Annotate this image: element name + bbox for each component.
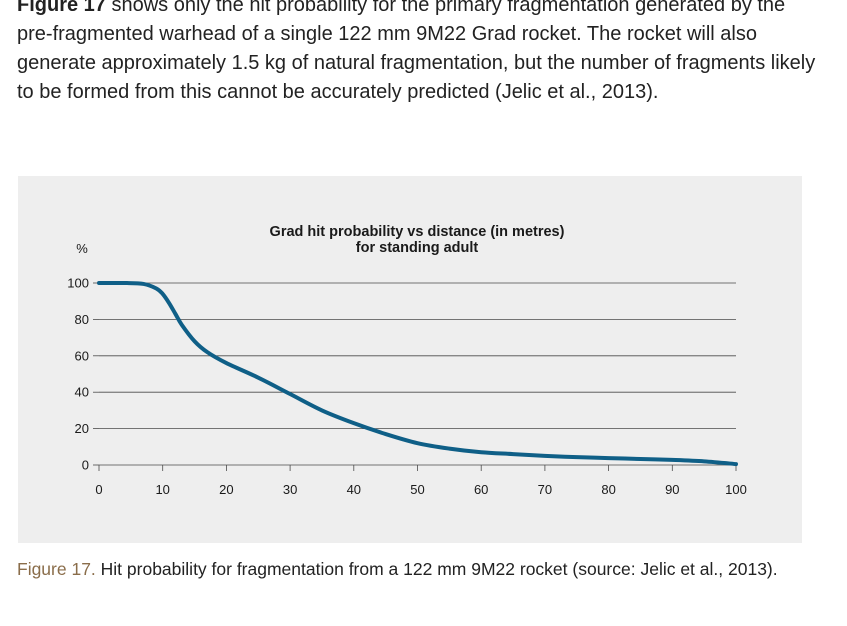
- chart-title: Grad hit probability vs distance (in met…: [270, 224, 565, 240]
- chart-subtitle: for standing adult: [356, 240, 479, 256]
- x-tick-label-100: 100: [725, 482, 747, 497]
- y-tick-label-100: 100: [67, 276, 89, 291]
- y-axis-label: %: [76, 241, 88, 256]
- y-tick-label-80: 80: [75, 312, 89, 327]
- x-tick-label-10: 10: [155, 482, 169, 497]
- tick-labels: 0 20 40 60 80 100 0 10 20 30 40 50 60 70 80 90 100: [67, 276, 747, 498]
- x-tick-label-40: 40: [347, 482, 361, 497]
- figure-caption: Figure 17. Hit probability for fragmenta…: [17, 555, 817, 584]
- y-tick-label-20: 20: [75, 421, 89, 436]
- series-line-0: [97, 280, 738, 467]
- x-tick-label-60: 60: [474, 482, 488, 497]
- x-tick-label-20: 20: [219, 482, 233, 497]
- caption-text: Hit probability for fragmentation from a…: [95, 559, 778, 579]
- x-tick-label-0: 0: [95, 482, 102, 497]
- chart-panel: Grad hit probability vs distance (in met…: [18, 176, 802, 543]
- caption-label: Figure 17.: [17, 559, 96, 579]
- x-tick-label-30: 30: [283, 482, 297, 497]
- x-tick-label-50: 50: [410, 482, 424, 497]
- axes: [93, 282, 737, 471]
- figure-reference: Figure 17: [17, 0, 106, 16]
- y-tick-label-0: 0: [82, 458, 89, 473]
- hit-probability-chart: Grad hit probability vs distance (in met…: [67, 224, 747, 498]
- y-tick-label-40: 40: [75, 385, 89, 400]
- y-tick-label-60: 60: [75, 348, 89, 363]
- x-tick-label-70: 70: [538, 482, 552, 497]
- grid-lines: [99, 282, 736, 430]
- x-tick-label-80: 80: [601, 482, 615, 497]
- body-paragraph: Figure 17 shows only the hit probability…: [17, 0, 817, 107]
- x-tick-label-90: 90: [665, 482, 679, 497]
- body-paragraph-text: shows only the hit probability for the p…: [17, 0, 816, 103]
- series-layer: [97, 280, 738, 467]
